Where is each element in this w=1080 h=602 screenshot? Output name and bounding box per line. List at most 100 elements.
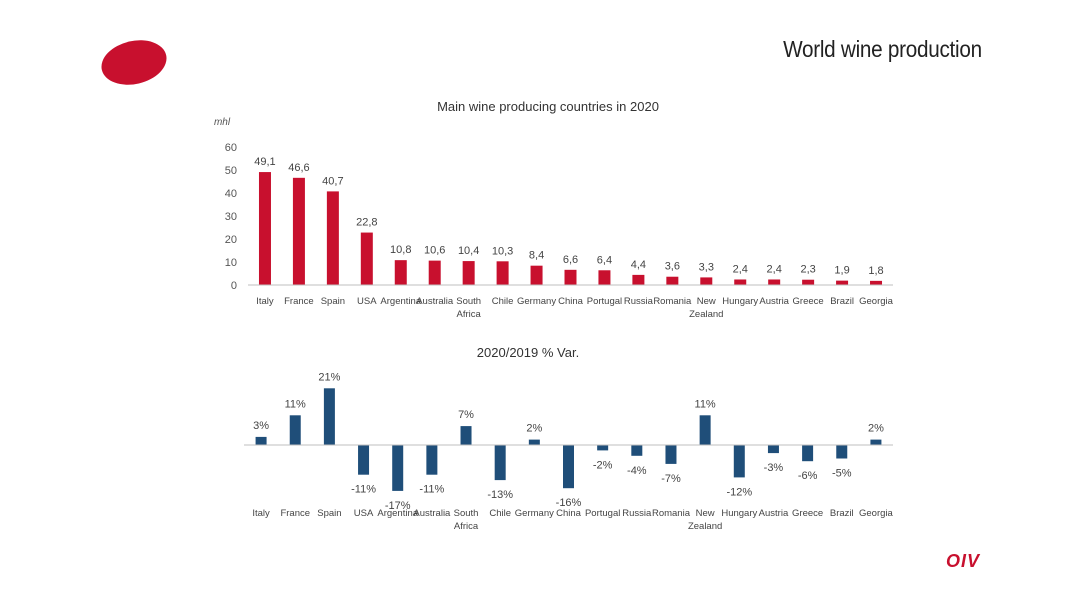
- production-value-label-south-africa: 10,4: [458, 245, 479, 257]
- production-bar-usa: [360, 232, 373, 285]
- variation-value-label-hungary: -12%: [726, 486, 752, 498]
- production-value-label-argentina: 10,8: [390, 244, 411, 256]
- production-y-ticks: 0 10 20 30 40 50 60: [225, 142, 237, 292]
- variation-category-label-italy: Italy: [252, 508, 270, 519]
- production-value-label-new-zealand: 3,3: [699, 261, 714, 273]
- production-value-label-hungary: 2,4: [733, 263, 748, 275]
- production-value-label-france: 46,6: [288, 162, 309, 174]
- production-category-label-australia: Australia: [416, 296, 454, 307]
- production-value-label-russia: 4,4: [631, 259, 646, 271]
- variation-bar-austria: [767, 445, 779, 454]
- production-category-label-brazil: Brazil: [830, 296, 854, 307]
- production-value-label-spain: 40,7: [322, 175, 343, 187]
- production-bar-romania: [666, 276, 679, 285]
- variation-bar-georgia: [870, 439, 882, 445]
- variation-category-label-chile: Chile: [489, 508, 511, 519]
- variation-value-label-argentina: -17%: [385, 500, 411, 512]
- production-category-label-south-africa: Africa: [457, 309, 482, 320]
- production-bar-germany: [530, 265, 543, 285]
- variation-bars: [255, 388, 882, 491]
- oiv-ellipse-logo: [101, 40, 167, 85]
- production-category-label-austria: Austria: [759, 296, 789, 307]
- variation-bar-russia: [631, 445, 643, 456]
- variation-category-label-portugal: Portugal: [585, 508, 620, 519]
- variation-category-label-hungary: Hungary: [721, 508, 757, 519]
- variation-bar-usa: [358, 445, 370, 475]
- oiv-logo-text: OIV: [945, 551, 980, 571]
- production-category-label-south-africa: South: [456, 296, 481, 307]
- variation-bar-italy: [255, 436, 267, 445]
- variation-value-label-chile: -13%: [487, 489, 513, 501]
- production-category-label-russia: Russia: [624, 296, 654, 307]
- production-value-label-china: 6,6: [563, 254, 578, 266]
- variation-value-label-china: -16%: [556, 497, 582, 509]
- production-y-tick: 60: [225, 142, 237, 154]
- variation-category-label-new-zealand: New: [696, 508, 715, 519]
- variation-category-label-brazil: Brazil: [830, 508, 854, 519]
- production-category-label-greece: Greece: [793, 296, 824, 307]
- production-bar-argentina: [394, 260, 407, 285]
- variation-bar-hungary: [733, 445, 745, 478]
- production-bar-georgia: [870, 280, 883, 285]
- production-bar-chile: [496, 261, 509, 285]
- production-value-label-chile: 10,3: [492, 245, 513, 257]
- production-category-label-france: France: [284, 296, 314, 307]
- variation-value-label-germany: 2%: [526, 423, 542, 435]
- production-category-label-new-zealand: Zealand: [689, 309, 723, 320]
- production-y-tick: 50: [225, 165, 237, 177]
- variation-bar-china: [563, 445, 574, 489]
- production-bar-russia: [632, 274, 645, 285]
- variation-category-label-australia: Australia: [413, 508, 451, 519]
- variation-bar-chile: [494, 445, 506, 481]
- variation-value-label-south-africa: 7%: [458, 409, 474, 421]
- variation-category-label-south-africa: South: [454, 508, 479, 519]
- variation-value-label-usa: -11%: [351, 484, 376, 496]
- production-bar-portugal: [598, 270, 611, 285]
- production-value-label-greece: 2,3: [800, 264, 815, 276]
- variation-bar-portugal: [597, 445, 609, 451]
- variation-value-label-france: 11%: [285, 398, 306, 410]
- variation-category-label-greece: Greece: [792, 508, 823, 519]
- variation-bar-south-africa: [460, 426, 472, 445]
- variation-value-label-romania: -7%: [661, 473, 681, 485]
- variation-value-label-australia: -11%: [419, 484, 444, 496]
- production-value-label-georgia: 1,8: [868, 265, 883, 277]
- variation-bar-germany: [528, 439, 540, 445]
- production-bar-france: [292, 177, 305, 285]
- production-category-label-argentina: Argentina: [380, 296, 421, 307]
- variation-category-label-georgia: Georgia: [859, 508, 894, 519]
- production-y-tick: 10: [225, 257, 237, 269]
- production-category-label-romania: Romania: [653, 296, 692, 307]
- slide-title: World wine production: [783, 36, 982, 62]
- variation-bar-greece: [802, 445, 814, 462]
- variation-bar-france: [289, 415, 301, 445]
- production-y-axis-unit: mhl: [214, 117, 231, 128]
- production-bar-china: [564, 269, 577, 285]
- production-category-label-italy: Italy: [256, 296, 274, 307]
- production-bar-chart: Main wine producing countries in 2020 mh…: [214, 99, 894, 320]
- variation-value-label-spain: 21%: [318, 371, 340, 383]
- variation-bar-romania: [665, 445, 677, 464]
- production-y-tick: 20: [225, 234, 237, 246]
- production-bar-austria: [768, 279, 781, 285]
- production-bar-south-africa: [462, 261, 475, 285]
- production-category-label-hungary: Hungary: [722, 296, 758, 307]
- production-y-tick: 40: [225, 188, 237, 200]
- variation-value-label-greece: -6%: [798, 470, 818, 482]
- production-value-label-brazil: 1,9: [834, 265, 849, 277]
- variation-chart-title: 2020/2019 % Var.: [477, 345, 579, 360]
- production-bars: [258, 172, 883, 285]
- variation-value-labels: 3% 11% 21% -11% -17% -11% 7% -13% 2% -16% -2% -4% -7…: [253, 371, 884, 512]
- variation-category-label-germany: Germany: [515, 508, 554, 519]
- variation-value-label-austria: -3%: [764, 462, 784, 474]
- variation-value-label-italy: 3%: [253, 420, 269, 432]
- variation-value-label-russia: -4%: [627, 465, 647, 477]
- production-value-label-portugal: 6,4: [597, 254, 612, 266]
- production-value-label-austria: 2,4: [767, 263, 782, 275]
- production-category-label-new-zealand: New: [697, 296, 716, 307]
- production-bar-italy: [258, 172, 271, 285]
- production-bar-greece: [802, 279, 815, 285]
- production-bar-australia: [428, 260, 441, 285]
